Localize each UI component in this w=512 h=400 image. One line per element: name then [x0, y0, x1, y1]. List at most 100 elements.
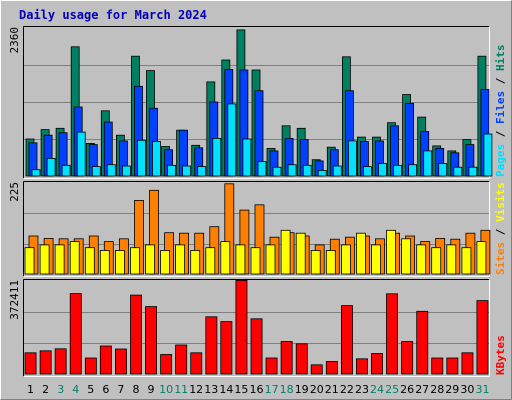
x-tick-label-day-17: 17	[265, 383, 279, 396]
bar-pages-day-7	[122, 165, 131, 177]
bar-pages-day-2	[46, 157, 56, 177]
bar-kbytes-day-6	[99, 345, 112, 375]
x-tick-label-day-9: 9	[148, 383, 155, 396]
panel-kbytes: 372411 KBytes	[8, 279, 507, 377]
bar-kbytes-day-29	[446, 357, 459, 375]
bar-visits-day-20	[310, 250, 321, 275]
x-tick-label-day-26: 26	[400, 383, 414, 396]
x-tick-label-day-20: 20	[310, 383, 324, 396]
x-tick-label-day-10: 10	[159, 383, 173, 396]
bar-visits-day-30	[461, 247, 472, 275]
y-max-label: 225	[8, 182, 21, 202]
x-tick-label-day-19: 19	[295, 383, 309, 396]
bar-kbytes-day-12	[190, 352, 203, 375]
bar-pages-day-16	[257, 161, 267, 177]
bar-visits-day-5	[84, 247, 95, 275]
bar-pages-day-15	[242, 138, 252, 177]
bar-visits-day-10	[160, 250, 171, 275]
bar-pages-day-4	[76, 131, 86, 177]
bar-visits-day-7	[115, 250, 125, 275]
bar-visits-day-9	[145, 244, 155, 275]
x-tick-label-day-31: 31	[476, 383, 490, 396]
bar-pages-day-3	[61, 164, 71, 177]
x-tick-label-day-23: 23	[355, 383, 369, 396]
bar-pages-day-17	[272, 166, 282, 177]
bar-visits-day-19	[295, 232, 306, 275]
bar-visits-day-15	[235, 244, 246, 275]
bar-visits-day-23	[355, 232, 366, 275]
bar-kbytes-day-27	[416, 310, 429, 375]
bar-kbytes-day-28	[431, 357, 444, 375]
x-tick-label-day-18: 18	[280, 383, 294, 396]
y-max-label: 2360	[8, 27, 21, 54]
bar-visits-day-3	[54, 244, 65, 275]
x-tick-label-day-1: 1	[27, 383, 34, 396]
panel-legend-label: Sites / Visits	[494, 182, 507, 275]
bar-kbytes-day-18	[280, 341, 293, 375]
bar-visits-day-22	[340, 244, 351, 275]
x-axis-day-labels: 1 2 3 4 5 6 7 8 9 10 11 12 13 14 15 16 17 18 19 20 21 22 23 24 2…	[27, 383, 490, 396]
bar-pages-day-19	[302, 164, 312, 177]
x-tick-label-day-3: 3	[57, 383, 64, 396]
x-tick-label-day-29: 29	[445, 383, 459, 396]
legend-part: /	[494, 222, 507, 242]
panel-legend-label: KBytes	[494, 335, 507, 375]
bar-visits-day-25	[386, 229, 396, 275]
bar-visits-day-31	[476, 241, 487, 275]
bar-kbytes-day-9	[145, 306, 158, 375]
bar-kbytes-day-7	[115, 348, 127, 375]
bar-visits-day-13	[205, 247, 216, 275]
bar-pages-day-31	[483, 133, 493, 177]
bar-pages-day-22	[347, 140, 357, 177]
bar-kbytes-day-21	[325, 361, 338, 375]
bar-pages-day-6	[106, 164, 116, 177]
bar-visits-day-16	[250, 247, 261, 275]
bar-kbytes-day-15	[235, 279, 248, 375]
bar-kbytes-day-17	[265, 357, 278, 375]
bar-pages-day-10	[167, 164, 177, 177]
y-max-label: 372411	[8, 280, 21, 320]
bar-pages-day-23	[362, 166, 372, 177]
bar-kbytes-day-23	[355, 358, 368, 375]
bar-kbytes-day-25	[386, 293, 399, 375]
bar-visits-day-26	[401, 238, 412, 275]
x-tick-label-day-28: 28	[430, 383, 444, 396]
bar-pages-day-8	[137, 139, 146, 177]
bar-visits-day-2	[39, 244, 50, 275]
bar-visits-day-29	[446, 244, 457, 275]
bar-kbytes-day-30	[461, 352, 474, 375]
x-tick-label-day-24: 24	[370, 383, 384, 396]
bar-pages-day-21	[332, 165, 342, 177]
bar-kbytes-day-10	[160, 354, 173, 375]
bar-pages-day-24	[378, 163, 387, 177]
bar-visits-day-12	[190, 250, 201, 275]
x-tick-label-day-11: 11	[174, 383, 188, 396]
bar-kbytes-day-11	[175, 344, 188, 375]
bar-pages-day-29	[453, 166, 463, 177]
bar-visits-day-24	[371, 244, 381, 275]
bar-visits-day-1	[24, 247, 35, 275]
bar-pages-day-9	[152, 141, 161, 177]
x-tick-label-day-8: 8	[133, 383, 140, 396]
x-tick-label-day-27: 27	[415, 383, 429, 396]
bar-pages-day-18	[287, 164, 297, 177]
panel-legend-label: Pages / Files / Hits	[494, 45, 507, 178]
bar-kbytes-day-4	[69, 293, 82, 375]
x-tick-label-day-12: 12	[189, 383, 203, 396]
bar-visits-day-21	[325, 250, 336, 275]
bar-kbytes-day-24	[371, 353, 384, 375]
bar-pages-day-25	[393, 164, 402, 177]
bar-pages-day-14	[227, 103, 237, 177]
bar-kbytes-day-22	[340, 305, 353, 375]
x-tick-label-day-7: 7	[117, 383, 124, 396]
legend-part: Pages	[494, 144, 507, 177]
bar-visits-day-11	[175, 244, 186, 275]
x-tick-label-day-4: 4	[72, 383, 79, 396]
bar-visits-day-4	[69, 241, 80, 275]
bar-kbytes-day-1	[24, 352, 37, 375]
bar-kbytes-day-16	[250, 318, 263, 375]
bar-pages-day-30	[468, 166, 478, 177]
x-tick-label-day-13: 13	[204, 383, 218, 396]
panel-hits-files-pages: 2360 Pages / Files / Hits	[8, 26, 507, 179]
